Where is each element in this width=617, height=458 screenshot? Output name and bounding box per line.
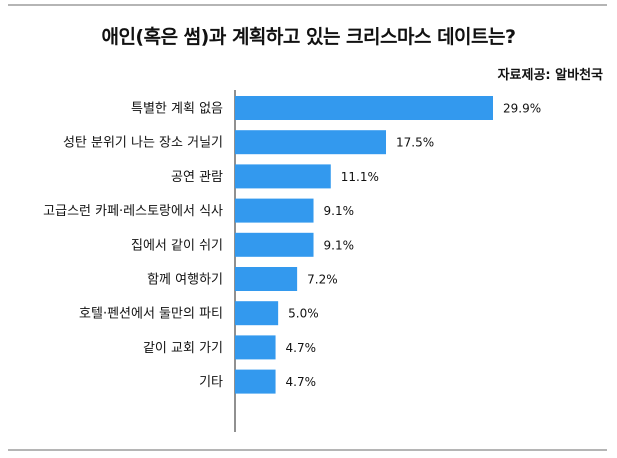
bar: [235, 130, 387, 155]
value-label: 4.7%: [286, 375, 317, 389]
top-border: [8, 4, 607, 6]
category-label: 기타: [199, 375, 223, 390]
bar: [235, 96, 493, 120]
value-label: 9.1%: [324, 204, 355, 218]
category-label: 호텔·펜션에서 둘만의 파티: [79, 307, 223, 322]
bar: [235, 335, 276, 360]
value-label: 17.5%: [396, 136, 434, 150]
value-label: 9.1%: [324, 238, 355, 252]
category-label: 고급스런 카페·레스토랑에서 식사: [43, 204, 223, 219]
source-note: 자료제공: 알바천국: [497, 68, 603, 83]
bottom-border: [8, 449, 607, 451]
value-label: 5.0%: [288, 307, 319, 321]
category-label: 집에서 같이 쉬기: [131, 238, 223, 253]
value-label: 7.2%: [307, 273, 338, 287]
category-label: 성탄 분위기 나는 장소 거닐기: [63, 136, 223, 151]
value-label: 4.7%: [286, 341, 317, 355]
bars-layer: 특별한 계획 없음 29.9% 성탄 분위기 나는 장소 거닐기 17.5% 공연 관람…: [43, 96, 541, 394]
value-label: 11.1%: [341, 170, 379, 184]
category-label: 같이 교회 가기: [143, 341, 223, 356]
bar: [235, 164, 331, 189]
bar: [235, 232, 314, 257]
bar: [235, 198, 314, 223]
category-label: 공연 관람: [171, 170, 223, 185]
bar: [235, 301, 279, 326]
chart-title: 애인(혹은 썸)과 계획하고 있는 크리스마스 데이트는?: [101, 26, 516, 48]
category-label: 함께 여행하기: [147, 272, 223, 288]
bar: [235, 267, 298, 291]
category-label: 특별한 계획 없음: [131, 102, 223, 117]
value-label: 29.9%: [503, 102, 541, 116]
bar: [235, 369, 276, 394]
